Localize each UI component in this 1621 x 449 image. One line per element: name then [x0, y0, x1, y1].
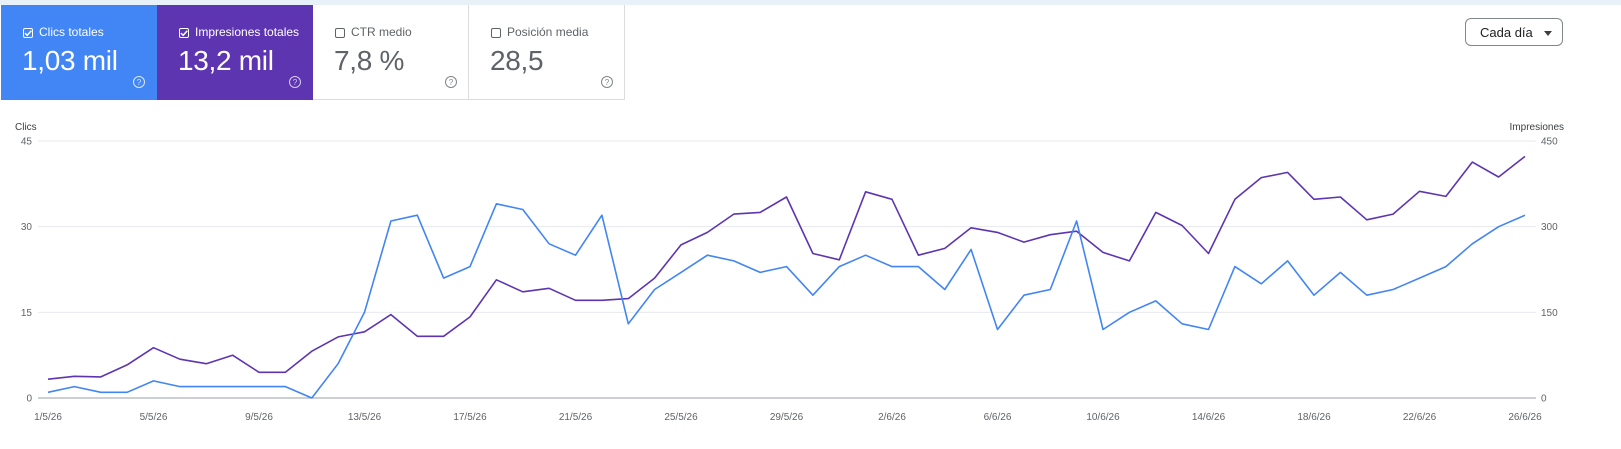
checkbox-ctr[interactable] [335, 28, 345, 38]
metric-label: Impresiones totales [195, 25, 300, 39]
caret-down-icon [1544, 31, 1552, 36]
metric-cards: Clics totales 1,03 mil ? Impresiones tot… [1, 5, 625, 101]
y-tick-label-left: 45 [21, 137, 33, 148]
x-tick-label: 6/6/26 [984, 412, 1012, 423]
series-line-clics [47, 203, 1526, 399]
y-ticks-right: 0 150 300 450 [1541, 137, 1558, 405]
x-ticks: 1/5/26 5/5/26 9/5/26 13/5/26 17/5/26 21/5/26 2… [34, 412, 1542, 423]
check-icon [24, 30, 32, 37]
y-tick-label-right: 150 [1541, 308, 1558, 319]
metric-value: 13,2 mil [178, 45, 274, 76]
y-axis-title-left: Clics [15, 122, 37, 133]
x-tick-label: 21/5/26 [559, 412, 593, 423]
metric-label: CTR medio [351, 25, 412, 39]
x-tick-label: 17/5/26 [453, 412, 487, 423]
metric-value: 1,03 mil [22, 45, 118, 76]
performance-chart: Clics Impresiones 0 15 30 45 0 150 300 450 1/5… [15, 122, 1564, 423]
x-tick-label: 18/6/26 [1297, 412, 1331, 423]
metric-label: Posición media [507, 25, 589, 39]
metric-card-position[interactable]: Posición media 28,5 ? [469, 5, 625, 100]
x-tick-label: 14/6/26 [1192, 412, 1226, 423]
help-icon[interactable]: ? [600, 75, 614, 89]
metric-card-clicks[interactable]: Clics totales 1,03 mil ? [1, 5, 157, 100]
x-tick-label: 5/5/26 [140, 412, 168, 423]
x-tick-label: 13/5/26 [348, 412, 382, 423]
y-tick-label-left: 15 [21, 308, 33, 319]
svg-text:?: ? [137, 78, 142, 87]
y-axis-title-right: Impresiones [1510, 122, 1564, 133]
x-tick-label: 2/6/26 [878, 412, 906, 423]
x-tick-label: 22/6/26 [1403, 412, 1437, 423]
metric-value: 7,8 % [334, 45, 405, 76]
y-tick-label-left: 30 [21, 222, 33, 233]
series-lines [47, 155, 1526, 399]
x-tick-label: 26/6/26 [1508, 412, 1542, 423]
checkbox-impressions[interactable] [179, 28, 189, 38]
help-icon[interactable]: ? [132, 75, 146, 89]
x-tick-label: 29/5/26 [770, 412, 804, 423]
y-tick-label-right: 450 [1541, 137, 1558, 148]
metric-card-ctr[interactable]: CTR medio 7,8 % ? [313, 5, 469, 100]
top-strip [0, 0, 1621, 5]
metric-card-impressions[interactable]: Impresiones totales 13,2 mil ? [157, 5, 313, 100]
x-tick-label: 9/5/26 [245, 412, 273, 423]
svg-text:?: ? [449, 78, 454, 87]
x-tick-label: 10/6/26 [1086, 412, 1120, 423]
chart-grid [38, 140, 1536, 399]
check-icon [180, 30, 188, 37]
help-icon[interactable]: ? [288, 75, 302, 89]
checkbox-clicks[interactable] [23, 28, 33, 38]
y-tick-label-right: 0 [1541, 394, 1547, 405]
interval-dropdown[interactable]: Cada día [1465, 18, 1563, 46]
y-tick-label-left: 0 [26, 394, 32, 405]
y-ticks-left: 0 15 30 45 [21, 137, 33, 405]
interval-dropdown-label: Cada día [1480, 25, 1533, 40]
metric-label: Clics totales [39, 25, 104, 39]
checkbox-position[interactable] [491, 28, 501, 38]
metric-value: 28,5 [490, 45, 544, 76]
svg-text:?: ? [605, 78, 610, 87]
y-tick-label-right: 300 [1541, 222, 1558, 233]
svg-text:?: ? [293, 78, 298, 87]
x-tick-label: 25/5/26 [664, 412, 698, 423]
series-line-impresiones [47, 155, 1526, 380]
help-icon[interactable]: ? [444, 75, 458, 89]
x-tick-label: 1/5/26 [34, 412, 62, 423]
